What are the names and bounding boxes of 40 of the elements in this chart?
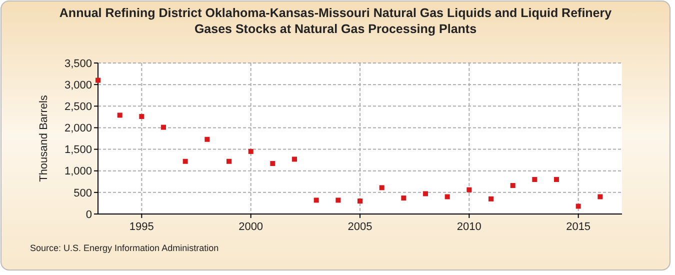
x-tick-label: 2015 [566,221,591,233]
point [314,198,319,203]
point [510,183,516,188]
x-tick-label: 2005 [348,221,372,233]
point [466,187,472,192]
point [96,78,100,83]
point [554,176,559,182]
y-tick-label: 1,000 [64,166,92,178]
point [423,191,428,196]
point [379,185,384,190]
point [204,136,210,142]
point [488,196,494,202]
point [576,204,581,209]
y-tick-label: 3,500 [64,58,92,70]
point [401,196,406,201]
point [182,158,188,164]
point [161,124,166,130]
point [598,194,603,200]
y-tick-label: 2,000 [64,122,92,135]
point [226,158,232,164]
y-tick-label: 1,500 [64,144,92,156]
point [336,198,341,203]
y-tick-label: 3,000 [64,79,92,92]
y-tick-label: 0 [86,208,92,221]
y-tick-label: 500 [74,187,92,200]
point [532,176,538,182]
point [292,156,297,162]
point [117,112,122,118]
point [270,161,276,166]
chart-title: Annual Refining District Oklahoma-Kansas-Missouri Natural Gas Liquids and Liquid Refinery Gases Stocks at Natural Gas Processing Plants [59,6,612,36]
y-axis-title: Thousand Barrels [38,94,50,182]
source-note: Source: U.S. Energy Information Administration [30,243,219,253]
point [444,194,450,200]
point [248,148,254,154]
x-tick-label: 2000 [238,221,264,233]
y-tick-label: 2,500 [64,100,92,113]
x-tick-label: 1995 [129,221,154,233]
x-tick-label: 2010 [456,221,482,233]
point [358,198,362,204]
point [139,114,144,119]
